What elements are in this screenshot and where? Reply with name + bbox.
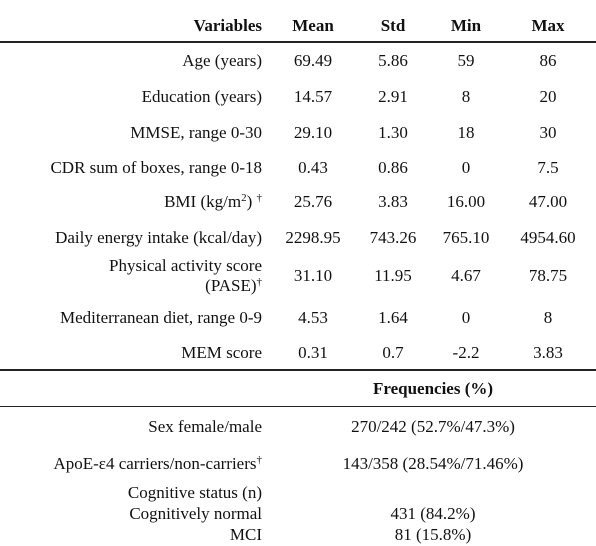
superscript: 2 [241,192,247,204]
row-label: Cognitively normal [129,504,262,524]
value-cell: 143/358 (28.54%/71.46%) [342,454,524,473]
label-text: Cognitively normal [129,504,262,523]
value-cell: 78.75 [528,266,568,285]
value-cell: 0 [461,308,471,327]
rule [0,406,596,407]
value-cell: 5.86 [378,51,408,70]
rule [0,41,596,43]
label-text: Sex female/male [148,417,262,436]
value-cell: 16.00 [446,192,486,211]
value-cell: 69.49 [293,51,333,70]
value-cell: 30 [539,123,557,142]
value-cell: 2.91 [378,87,408,106]
label-text: BMI (kg/m [164,192,242,211]
value-cell: -2.2 [452,343,480,362]
value-cell: 14.57 [293,87,333,106]
value-cell: 86 [539,51,557,70]
header-cell: Std [380,16,406,35]
label-text: Physical activity score [109,256,262,275]
header-cell: Min [450,16,482,35]
superscript: † [256,454,263,466]
label-text: MCI [229,525,262,544]
row-label: BMI (kg/m2) † [164,192,262,212]
row-label: MCI [230,525,262,545]
value-cell: 8 [461,87,471,106]
value-cell: 8 [543,308,553,327]
value-cell: 47.00 [528,192,568,211]
value-cell: 59 [457,51,475,70]
value-cell: 4.53 [298,308,328,327]
label-text: Cognitive status (n) [127,483,262,502]
value-cell: 20 [539,87,557,106]
value-cell: 4.67 [451,266,481,285]
section-title: Frequencies (%) [372,379,494,398]
header-cell: Max [531,16,565,35]
label-text: Mediterranean diet, range 0-9 [59,308,262,327]
row-label: MEM score [181,343,262,363]
header-cell: Variables [193,16,262,35]
value-cell: 1.30 [378,123,408,142]
row-label: Cognitive status (n) [128,483,262,503]
value-cell: 1.64 [378,308,408,327]
row-label: Mediterranean diet, range 0-9 [60,308,262,328]
label-text: MMSE, range 0-30 [130,123,262,142]
superscript: † [256,192,263,204]
row-label: Education (years) [142,87,262,107]
row-label: Sex female/male [148,417,262,437]
row-label: Age (years) [182,51,262,71]
row-label: CDR sum of boxes, range 0-18 [50,158,262,178]
row-label: Daily energy intake (kcal/day) [55,228,262,248]
value-cell: 3.83 [378,192,408,211]
superscript: † [256,276,263,288]
row-label: Physical activity score (PASE)† [109,256,262,296]
value-cell: 431 (84.2%) [390,504,476,523]
value-cell: 743.26 [369,228,417,247]
value-cell: 270/242 (52.7%/47.3%) [351,417,515,436]
value-cell: 81 (15.8%) [394,525,472,544]
label-text: CDR sum of boxes, range 0-18 [50,158,262,177]
label-text: Daily energy intake (kcal/day) [55,228,262,247]
value-cell: 31.10 [293,266,333,285]
rule [0,369,596,371]
value-cell: 0.7 [382,343,404,362]
header-cell: Mean [292,16,334,35]
label-text: MEM score [181,343,262,362]
value-cell: 3.83 [533,343,563,362]
value-cell: 765.10 [442,228,490,247]
label-text: Age (years) [182,51,262,70]
value-cell: 25.76 [293,192,333,211]
value-cell: 7.5 [537,158,559,177]
value-cell: 29.10 [293,123,333,142]
label-text: (PASE) [205,276,257,295]
value-cell: 4954.60 [520,228,576,247]
value-cell: 0.43 [298,158,328,177]
row-label: MMSE, range 0-30 [130,123,262,143]
value-cell: 0 [461,158,471,177]
value-cell: 0.86 [378,158,408,177]
label-text: ApoE-ε4 carriers/non-carriers [53,454,257,473]
label-text: Education (years) [141,87,262,106]
value-cell: 18 [457,123,475,142]
row-label: ApoE-ε4 carriers/non-carriers† [53,454,262,474]
value-cell: 0.31 [298,343,328,362]
value-cell: 11.95 [374,266,412,285]
label-text: ) [246,192,257,211]
value-cell: 2298.95 [285,228,341,247]
